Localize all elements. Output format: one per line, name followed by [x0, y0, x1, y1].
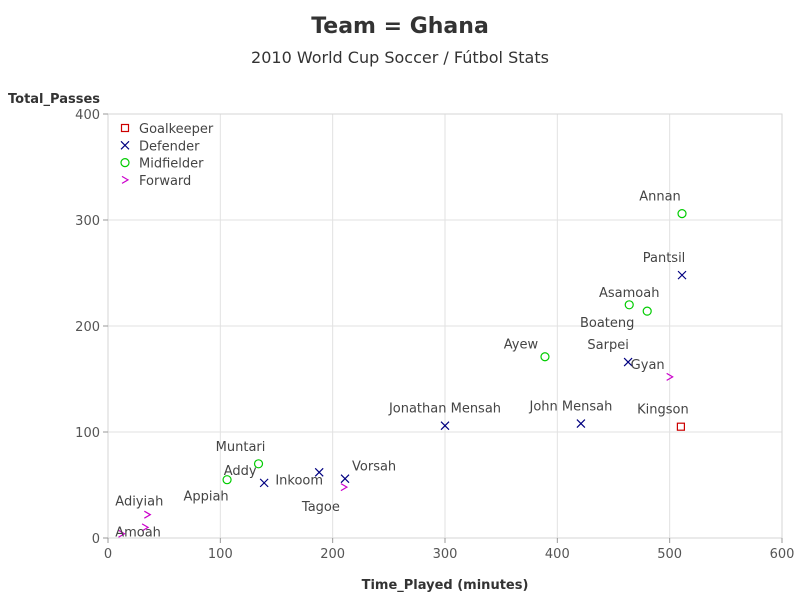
data-point-forward	[666, 372, 674, 381]
chart-subtitle: 2010 World Cup Soccer / Fútbol Stats	[251, 48, 549, 67]
grid	[108, 114, 782, 538]
data-points	[118, 209, 687, 538]
point-label: Pantsil	[643, 251, 686, 266]
legend-marker-defender	[120, 140, 130, 150]
point-label: Boateng	[580, 316, 634, 331]
axis-ticks: 0 100 200 300 400 500 600 0 100 200 300 400	[75, 108, 794, 562]
point-label: Muntari	[216, 440, 266, 455]
data-point-forward	[340, 483, 349, 492]
x-tick-label: 500	[657, 547, 682, 562]
x-tick-label: 600	[770, 547, 795, 562]
point-label: Addy	[224, 464, 257, 479]
legend-marker-midfielder	[120, 158, 130, 168]
data-point-defender	[259, 478, 269, 488]
data-point-defender	[314, 467, 324, 477]
data-point-forward	[141, 523, 150, 532]
point-label: Vorsah	[352, 460, 396, 475]
data-point-defender	[440, 421, 450, 431]
y-axis-label: Total_Passes	[8, 92, 100, 107]
data-point-defender	[677, 270, 687, 280]
data-point-defender	[340, 474, 350, 484]
chart-title: Team = Ghana	[311, 14, 489, 39]
data-point-defender	[576, 419, 586, 428]
legend: Goalkeeper Defender Midfielder Forward	[120, 122, 214, 189]
point-label: Ayew	[504, 338, 539, 353]
data-point-midfielder	[642, 306, 652, 316]
x-tick-label: 0	[104, 547, 112, 562]
data-point-midfielder	[624, 300, 634, 310]
x-tick-label: 400	[545, 547, 570, 562]
data-point-midfielder	[677, 209, 687, 219]
y-tick-label: 300	[75, 214, 100, 229]
x-tick-label: 100	[208, 547, 233, 562]
legend-marker-goalkeeper	[120, 123, 130, 133]
data-point-forward	[144, 510, 152, 519]
point-label: Kingson	[637, 403, 689, 418]
point-label: Amoah	[115, 525, 161, 540]
point-label: Inkoom	[275, 473, 323, 488]
point-label: Asamoah	[599, 286, 659, 301]
data-point-midfielder	[540, 352, 550, 362]
point-label: John Mensah	[529, 400, 613, 415]
data-point-midfielder	[222, 475, 232, 485]
point-label: Sarpei	[587, 338, 628, 353]
point-label: Tagoe	[301, 500, 340, 515]
x-tick-label: 300	[433, 547, 458, 562]
legend-label-midfielder: Midfielder	[139, 157, 204, 172]
legend-label-goalkeeper: Goalkeeper	[139, 122, 214, 137]
y-tick-label: 0	[92, 532, 100, 547]
legend-label-forward: Forward	[139, 174, 191, 189]
point-label: Adiyiah	[115, 495, 163, 510]
data-point-midfielder	[253, 459, 264, 469]
point-label: Gyan	[631, 358, 665, 373]
data-point-forward	[118, 529, 126, 538]
point-label: Appiah	[183, 490, 228, 505]
data-point-defender	[623, 357, 633, 367]
x-tick-label: 200	[320, 547, 345, 562]
y-tick-label: 400	[75, 108, 100, 123]
legend-marker-forward	[121, 175, 130, 184]
y-tick-label: 200	[75, 320, 100, 335]
legend-label-defender: Defender	[139, 139, 200, 154]
point-label: Annan	[639, 190, 681, 205]
data-point-goalkeeper	[676, 422, 686, 431]
point-label: Jonathan Mensah	[388, 402, 501, 417]
y-tick-label: 100	[75, 426, 100, 441]
x-axis-label: Time_Played (minutes)	[362, 578, 529, 593]
point-labels: Kingson Pantsil Sarpei John Mensah Jonathan …	[115, 190, 688, 541]
